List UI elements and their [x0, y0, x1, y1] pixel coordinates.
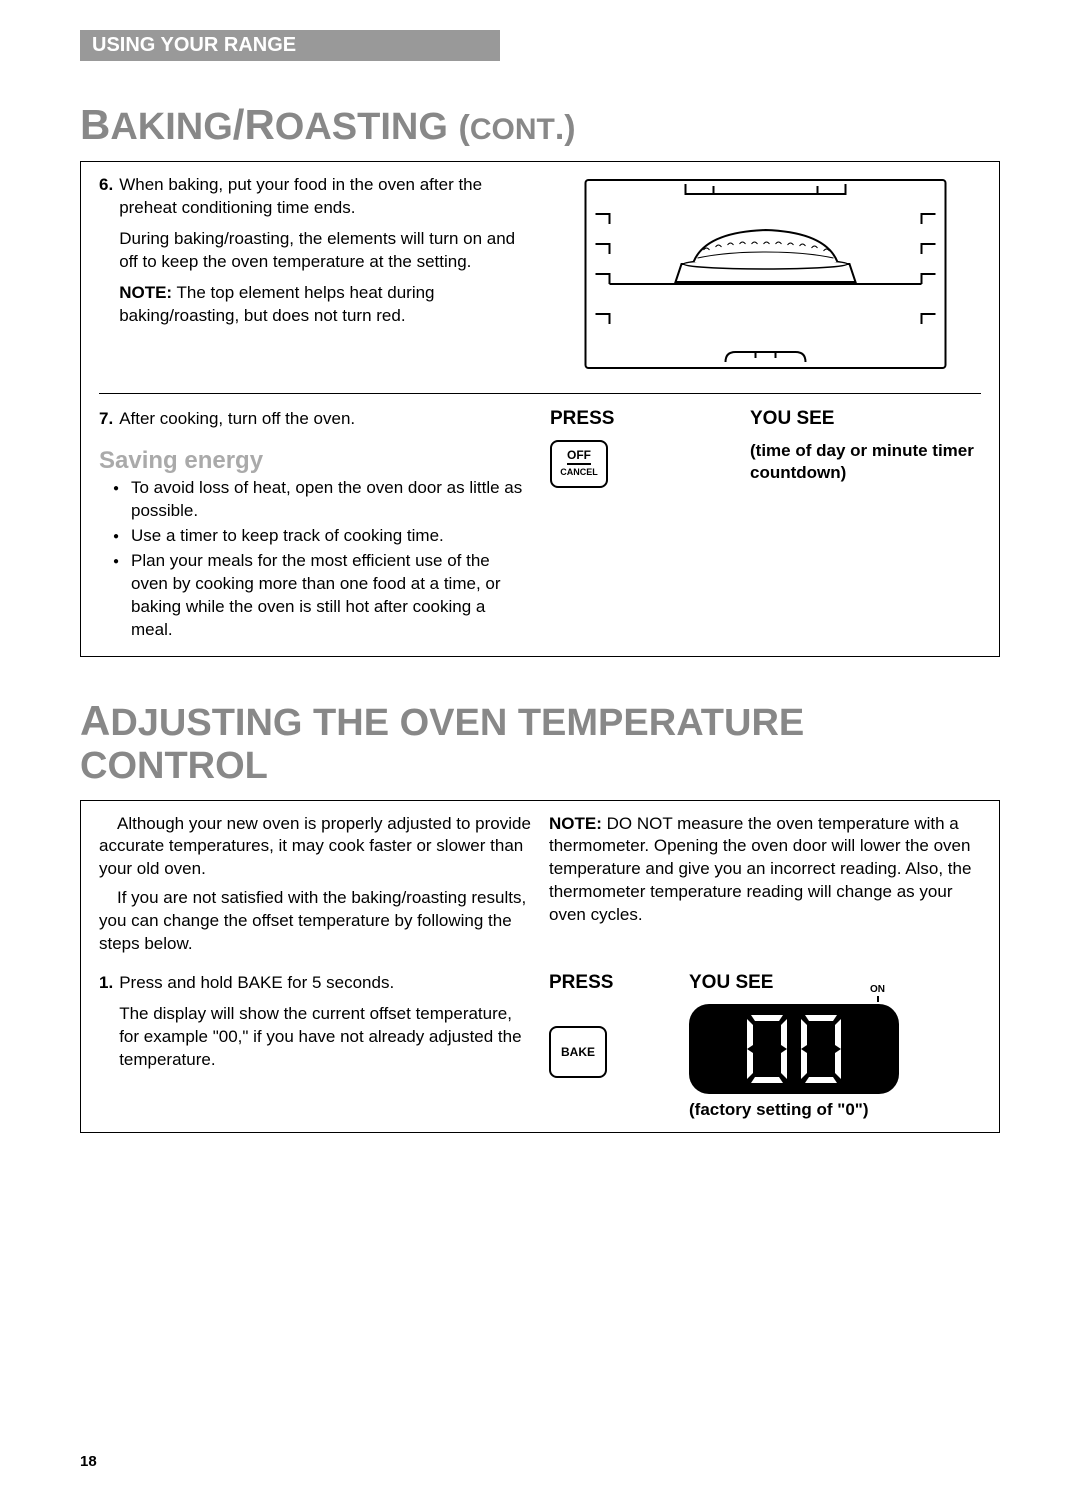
section1-box: 6. When baking, put your food in the ove…: [80, 161, 1000, 657]
step6-note: NOTE: The top element helps heat during …: [119, 282, 530, 328]
digit-0-icon: [797, 1013, 845, 1085]
section-title-baking: BAKING/ROASTING (CONT.): [80, 101, 1000, 149]
list-item: Use a timer to keep track of cooking tim…: [117, 525, 530, 548]
section-title-adjusting: ADJUSTING THE OVEN TEMPERATURE CONTROL: [80, 697, 1000, 788]
step-num: 1.: [99, 972, 113, 1080]
step-num: 6.: [99, 174, 113, 336]
intro-p1: Although your new oven is properly adjus…: [99, 813, 531, 882]
bake-button-icon: BAKE: [549, 1026, 607, 1078]
step-7: 7. After cooking, turn off the oven.: [99, 408, 530, 431]
list-item: Plan your meals for the most efficient u…: [117, 550, 530, 642]
step1-p1: Press and hold BAKE for 5 seconds.: [119, 972, 531, 995]
list-item: To avoid loss of heat, open the oven doo…: [117, 477, 530, 523]
step6-p1: When baking, put your food in the oven a…: [119, 174, 530, 220]
step1-p2: The display will show the current offset…: [119, 1003, 531, 1072]
divider: [99, 393, 981, 394]
section2-box: Although your new oven is properly adjus…: [80, 800, 1000, 1134]
yousee-text: (time of day or minute timer countdown): [750, 440, 981, 484]
digit-0-icon: [743, 1013, 791, 1085]
on-indicator-label: ON: [870, 984, 885, 1002]
section-header: USING YOUR RANGE: [80, 30, 500, 61]
step-6: 6. When baking, put your food in the ove…: [99, 174, 530, 336]
step6-p2: During baking/roasting, the elements wil…: [119, 228, 530, 274]
saving-energy-subhead: Saving energy: [99, 447, 530, 475]
digital-display: [689, 1004, 899, 1094]
saving-energy-list: To avoid loss of heat, open the oven doo…: [117, 477, 530, 642]
off-cancel-button-icon: OFF CANCEL: [550, 440, 608, 488]
step7-text: After cooking, turn off the oven.: [119, 408, 530, 431]
display-caption: (factory setting of "0"): [689, 1100, 899, 1120]
press-header: PRESS: [550, 408, 690, 430]
yousee-header: YOU SEE: [750, 408, 981, 430]
page-number: 18: [80, 1453, 1000, 1470]
intro-p2: If you are not satisfied with the baking…: [99, 887, 531, 956]
step-1: 1. Press and hold BAKE for 5 seconds. Th…: [99, 972, 531, 1080]
intro-note: NOTE: DO NOT measure the oven temperatur…: [549, 813, 981, 928]
press-header: PRESS: [549, 972, 649, 994]
step-num: 7.: [99, 408, 113, 431]
oven-illustration: [550, 174, 981, 374]
yousee-header: YOU SEE: [689, 972, 773, 994]
